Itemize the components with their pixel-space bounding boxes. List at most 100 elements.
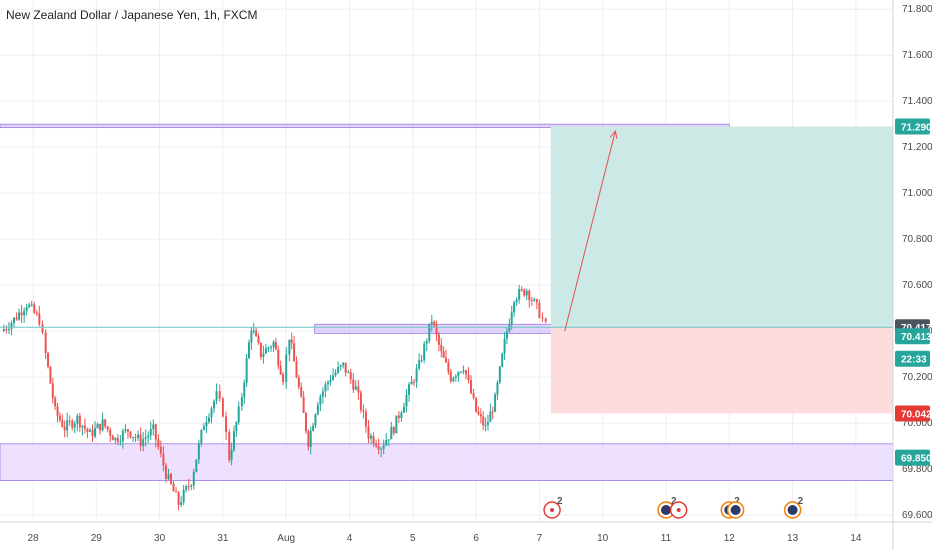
candle-up — [13, 317, 16, 323]
candle-down — [520, 289, 523, 291]
candle-down — [472, 393, 475, 398]
candle-down — [154, 424, 157, 440]
candle-up — [66, 420, 69, 431]
event-count-badge: 2 — [557, 496, 563, 507]
price-label-text: 69.850 — [901, 454, 932, 465]
candle-down — [367, 426, 370, 439]
candle-up — [73, 423, 76, 428]
candle-down — [56, 406, 59, 416]
candle-down — [304, 412, 307, 432]
candle-up — [248, 342, 251, 359]
candle-up — [390, 427, 393, 440]
candle-up — [387, 439, 390, 441]
candle-down — [397, 415, 400, 418]
x-tick-label: 4 — [347, 533, 353, 544]
y-tick-label: 71.200 — [902, 142, 932, 153]
candle-down — [535, 299, 538, 303]
candle-down — [177, 492, 180, 505]
price-label-box — [895, 118, 930, 135]
candle-up — [312, 425, 315, 431]
candle-down — [437, 334, 440, 345]
event-marker-dot — [676, 508, 681, 512]
candle-up — [152, 424, 155, 430]
candle-down — [359, 392, 362, 411]
candle-down — [538, 302, 541, 318]
candle-down — [352, 379, 355, 390]
candle-down — [372, 435, 375, 444]
candle-down — [475, 397, 478, 412]
candle-down — [99, 423, 102, 431]
candle-up — [405, 394, 408, 407]
price-label-text: 71.290 — [901, 122, 932, 133]
candle-down — [433, 321, 436, 326]
projection-arrow-head — [609, 129, 618, 140]
candle-down — [63, 426, 66, 431]
candle-down — [49, 366, 52, 384]
candle-up — [339, 365, 342, 368]
candle-up — [347, 372, 350, 374]
x-tick-label: 11 — [661, 533, 672, 544]
candle-up — [235, 422, 238, 432]
candle-up — [167, 474, 170, 479]
candle-up — [309, 430, 312, 447]
candle-up — [245, 358, 248, 383]
candle-down — [54, 398, 57, 407]
candle-up — [205, 421, 208, 427]
x-tick-label: 6 — [473, 533, 479, 544]
candle-up — [210, 408, 213, 418]
candle-down — [164, 465, 167, 479]
candle-up — [489, 411, 492, 423]
x-tick-label: 31 — [217, 533, 229, 544]
candle-up — [232, 431, 235, 451]
candle-up — [76, 415, 79, 424]
x-tick-label: 7 — [537, 533, 543, 544]
candle-down — [221, 398, 224, 417]
candle-down — [15, 317, 18, 320]
candle-down — [300, 387, 303, 397]
candle-up — [508, 324, 511, 332]
candle-up — [380, 449, 383, 451]
candle-down — [134, 436, 137, 438]
candle-down — [357, 386, 360, 393]
price-label-text: 70.413 — [901, 332, 932, 343]
candle-up — [518, 289, 521, 300]
candle-down — [126, 429, 129, 432]
candle-up — [533, 299, 536, 301]
x-tick-label: 5 — [410, 533, 416, 544]
candle-up — [515, 299, 518, 303]
chart-title: New Zealand Dollar / Japanese Yen, 1h, F… — [6, 8, 258, 22]
candle-down — [5, 328, 8, 330]
position-layer[interactable] — [550, 126, 893, 414]
candle-up — [230, 450, 233, 461]
candle-down — [523, 289, 526, 296]
candle-up — [337, 367, 340, 373]
candle-down — [449, 371, 452, 382]
x-tick-label: Aug — [277, 533, 295, 544]
candle-down — [344, 362, 347, 373]
y-tick-label: 70.600 — [902, 280, 932, 291]
candle-up — [329, 379, 332, 383]
candle-up — [96, 423, 99, 429]
candle-down — [282, 374, 285, 382]
candle-down — [44, 332, 47, 353]
candle-up — [237, 406, 240, 423]
candle-up — [197, 443, 200, 460]
candle-up — [207, 417, 210, 422]
event-marker-flag — [787, 505, 798, 515]
candle-down — [58, 415, 61, 421]
candle-up — [402, 406, 405, 413]
candle-down — [106, 426, 109, 430]
candle-up — [501, 353, 504, 367]
candle-down — [307, 431, 310, 447]
candle-up — [484, 424, 487, 426]
candle-up — [132, 436, 135, 438]
candle-up — [498, 366, 501, 383]
candle-up — [285, 354, 288, 382]
candle-up — [272, 341, 275, 348]
events-layer[interactable]: 2222 — [543, 496, 804, 519]
event-count-badge: 2 — [671, 496, 677, 507]
candle-up — [25, 307, 28, 312]
x-tick-label: 29 — [91, 533, 103, 544]
x-tick-label: 30 — [154, 533, 166, 544]
